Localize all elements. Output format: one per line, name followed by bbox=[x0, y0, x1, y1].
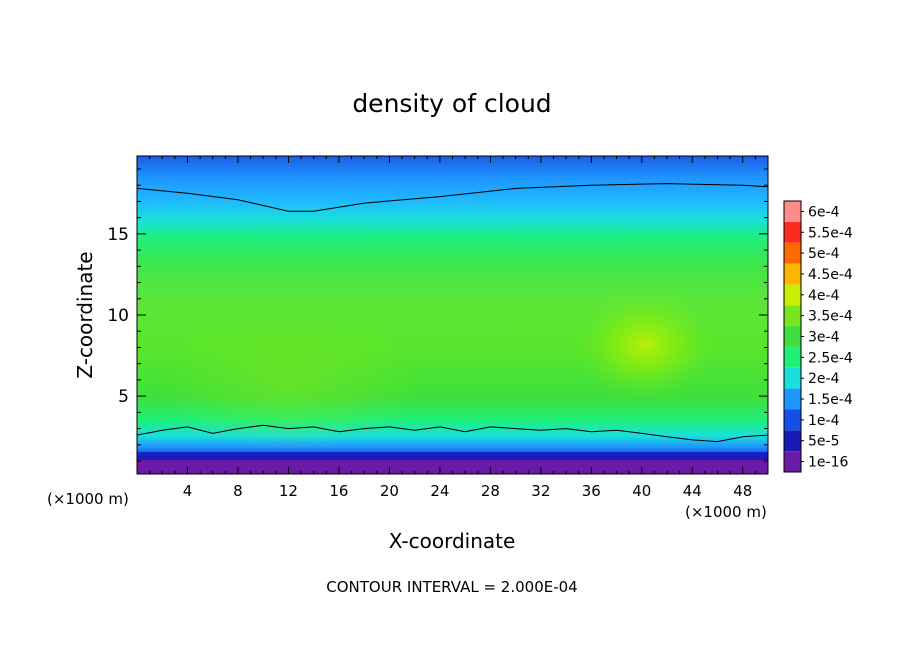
heatmap-warm-mound bbox=[160, 310, 420, 450]
colorbar-label-8: 4e-4 bbox=[808, 288, 840, 304]
colorbar-swatch-9 bbox=[784, 263, 801, 285]
chart-title: density of cloud bbox=[352, 89, 551, 118]
colorbar-label-6: 3e-4 bbox=[808, 330, 840, 346]
colorbar-label-10: 5e-4 bbox=[808, 246, 840, 262]
x-axis: 4 8 12 16 20 24 28 32 36 40 44 48 bbox=[149, 156, 756, 500]
colorbar: 1e-16 5e-5 1e-4 1.5e-4 2e-4 2.5e-4 3e-4 3.5e-4 4… bbox=[783, 200, 853, 473]
colorbar-swatch-0 bbox=[784, 451, 801, 472]
colorbar-swatch-1 bbox=[784, 430, 801, 452]
colorbar-swatch-5 bbox=[784, 346, 801, 368]
x-unit-right: (×1000 m) bbox=[685, 503, 767, 521]
x-unit-left: (×1000 m) bbox=[47, 490, 129, 508]
colorbar-swatch-7 bbox=[784, 305, 801, 327]
colorbar-label-2: 1e-4 bbox=[808, 413, 840, 429]
colorbar-swatch-12 bbox=[784, 201, 801, 222]
colorbar-swatch-3 bbox=[784, 388, 801, 410]
heatmap-hot-spot bbox=[575, 290, 715, 400]
contour-line-0 bbox=[137, 183, 768, 212]
x-tick-label-12: 12 bbox=[279, 482, 298, 500]
x-tick-label-40: 40 bbox=[632, 482, 651, 500]
colorbar-label-4: 2e-4 bbox=[808, 371, 840, 387]
colorbar-swatch-6 bbox=[784, 326, 801, 347]
x-tick-label-24: 24 bbox=[430, 482, 449, 500]
x-axis-label: X-coordinate bbox=[389, 529, 516, 553]
colorbar-swatch-10 bbox=[784, 242, 801, 264]
colorbar-label-12: 6e-4 bbox=[808, 204, 840, 220]
colorbar-swatch-11 bbox=[784, 221, 801, 243]
colorbar-label-1: 5e-5 bbox=[808, 434, 839, 450]
y-axis: 5 10 15 bbox=[107, 168, 768, 462]
y-axis-label: Z-coordinate bbox=[73, 251, 97, 378]
y-tick-label-10: 10 bbox=[107, 306, 129, 326]
colorbar-label-9: 4.5e-4 bbox=[808, 267, 853, 283]
x-tick-label-16: 16 bbox=[329, 482, 348, 500]
colorbar-swatch-4 bbox=[784, 367, 801, 389]
colorbar-label-11: 5.5e-4 bbox=[808, 225, 853, 241]
contour-lines bbox=[137, 183, 768, 443]
x-tick-label-36: 36 bbox=[582, 482, 601, 500]
contour-line-1 bbox=[137, 424, 768, 443]
heatmap-ground-band bbox=[137, 460, 768, 474]
x-tick-label-48: 48 bbox=[733, 482, 752, 500]
contour-interval-footer: CONTOUR INTERVAL = 2.000E-04 bbox=[326, 578, 577, 596]
x-tick-label-20: 20 bbox=[380, 482, 399, 500]
y-tick-label-5: 5 bbox=[118, 387, 129, 407]
colorbar-swatch-8 bbox=[784, 284, 801, 306]
colorbar-label-0: 1e-16 bbox=[808, 455, 848, 471]
colorbar-label-5: 2.5e-4 bbox=[808, 350, 853, 366]
colorbar-label-3: 1.5e-4 bbox=[808, 392, 853, 408]
x-tick-label-44: 44 bbox=[683, 482, 702, 500]
plot-area bbox=[137, 156, 768, 474]
x-tick-label-8: 8 bbox=[233, 482, 243, 500]
colorbar-frame bbox=[783, 200, 802, 473]
y-tick-label-15: 15 bbox=[107, 225, 129, 245]
x-tick-label-4: 4 bbox=[183, 482, 193, 500]
x-tick-label-32: 32 bbox=[531, 482, 550, 500]
x-tick-label-28: 28 bbox=[481, 482, 500, 500]
colorbar-swatch-2 bbox=[784, 409, 801, 431]
colorbar-label-7: 3.5e-4 bbox=[808, 309, 853, 325]
heatmap-bottom-band bbox=[137, 452, 768, 462]
